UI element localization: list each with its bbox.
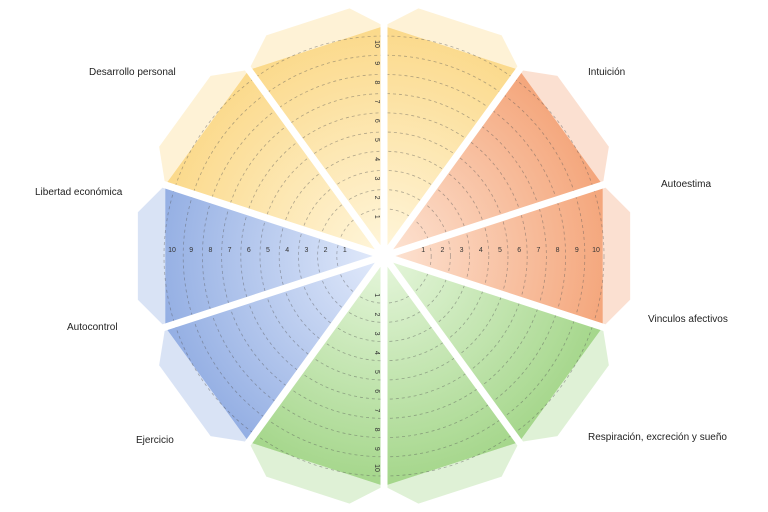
label-respiracion: Respiración, excreción y sueño	[588, 432, 727, 443]
label-ejercicio: Ejercicio	[136, 435, 174, 446]
scale-tick: 5	[373, 138, 380, 142]
scale-tick: 1	[343, 247, 347, 254]
scale-tick: 2	[440, 247, 444, 254]
segment-gap	[381, 47, 537, 259]
segment-gap	[231, 253, 387, 465]
scale-tick: 8	[373, 428, 380, 432]
outer-shade-ejercicio	[248, 442, 384, 504]
segment-gap	[381, 253, 537, 465]
scale-tick: 8	[373, 80, 380, 84]
scale-tick: 3	[373, 332, 380, 336]
scale-tick: 10	[168, 247, 176, 254]
scale-tick: 8	[556, 247, 560, 254]
outer-shade-desarrollo-personal	[159, 69, 249, 185]
wedge-autoestima[interactable]	[384, 69, 603, 257]
wedge-autocontrol[interactable]	[165, 256, 384, 443]
scale-tick: 5	[266, 247, 270, 254]
scale-tick: 2	[324, 247, 328, 254]
segment-gap	[140, 173, 386, 260]
label-autocontrol: Autocontrol	[67, 322, 118, 333]
scale-tick: 7	[373, 408, 380, 412]
segment-gap	[231, 47, 387, 259]
scale-tick: 2	[373, 312, 380, 316]
segment-gap	[382, 173, 628, 260]
wedge-layer	[165, 26, 603, 486]
scale-tick: 10	[373, 40, 380, 48]
scale-tick: 5	[373, 370, 380, 374]
scale-tick: 1	[373, 293, 380, 297]
wedge-ejercicio[interactable]	[248, 256, 384, 486]
scale-tick: 9	[373, 61, 380, 65]
scale-tick: 6	[517, 247, 521, 254]
scale-tick: 3	[460, 247, 464, 254]
ring-9	[182, 54, 586, 458]
scale-tick: 6	[373, 389, 380, 393]
wedge-ejercicio-b[interactable]	[384, 256, 520, 486]
scale-tick: 5	[498, 247, 502, 254]
outer-shadow-layer	[137, 8, 631, 504]
gap-layer	[140, 1, 628, 511]
scale-tick: 3	[373, 176, 380, 180]
scale-tick: 9	[373, 447, 380, 451]
scale-tick: 4	[479, 247, 483, 254]
wedge-desarrollo-personal[interactable]	[165, 69, 384, 257]
outer-shade-desarrollo-personal-b	[248, 8, 384, 70]
scale-tick: 4	[373, 157, 380, 161]
scale-tick: 1	[373, 215, 380, 219]
outer-shade-autoestima	[519, 69, 609, 185]
scale-tick: 8	[208, 247, 212, 254]
scale-tick: 10	[373, 464, 380, 472]
scale-tick: 6	[373, 119, 380, 123]
scale-tick: 10	[592, 247, 600, 254]
scale-tick: 9	[575, 247, 579, 254]
wedge-respiracion[interactable]	[384, 256, 603, 443]
scale-tick: 7	[373, 100, 380, 104]
scale-tick: 4	[373, 351, 380, 355]
outer-shade-respiracion	[519, 327, 609, 443]
outer-shade-ejercicio-b	[384, 442, 520, 504]
outer-shade-libertad-economica	[137, 184, 166, 328]
label-autoestima: Autoestima	[661, 179, 711, 190]
ring-8	[201, 73, 567, 439]
scale-tick: 7	[228, 247, 232, 254]
ring-10	[163, 35, 605, 477]
outer-shade-vinculos-afectivos	[602, 184, 631, 328]
scale-tick: 4	[285, 247, 289, 254]
scale-tick: 7	[536, 247, 540, 254]
scale-tick: 1	[421, 247, 425, 254]
scale-tick: 6	[247, 247, 251, 254]
wedge-desarrollo-personal-b[interactable]	[248, 26, 384, 256]
scale-tick: 2	[373, 196, 380, 200]
label-libertad-economica: Libertad económica	[35, 187, 123, 198]
label-vinculos-afectivos: Vinculos afectivos	[648, 314, 728, 325]
segment-gap	[382, 252, 628, 339]
wedge-intuicion[interactable]	[384, 26, 520, 256]
label-intuicion: Intuición	[588, 67, 625, 78]
scale-ticks: 1 2 3 4 5 6 7 8 9 10 1 2 3 4 5 6 7 8 9 10 1 2 3 4 5 6 7 8 9 10 1 2 3 4 5 6 7…	[168, 40, 600, 472]
scale-tick: 9	[189, 247, 193, 254]
wedge-vinculos-afectivos[interactable]	[384, 184, 603, 328]
outer-shade-autocontrol	[159, 327, 249, 443]
scale-tick: 3	[304, 247, 308, 254]
segment-gap	[140, 252, 386, 339]
outer-shade-intuicion	[384, 8, 520, 70]
label-desarrollo-personal: Desarrollo personal	[89, 67, 176, 78]
wedge-libertad-economica[interactable]	[165, 184, 384, 328]
